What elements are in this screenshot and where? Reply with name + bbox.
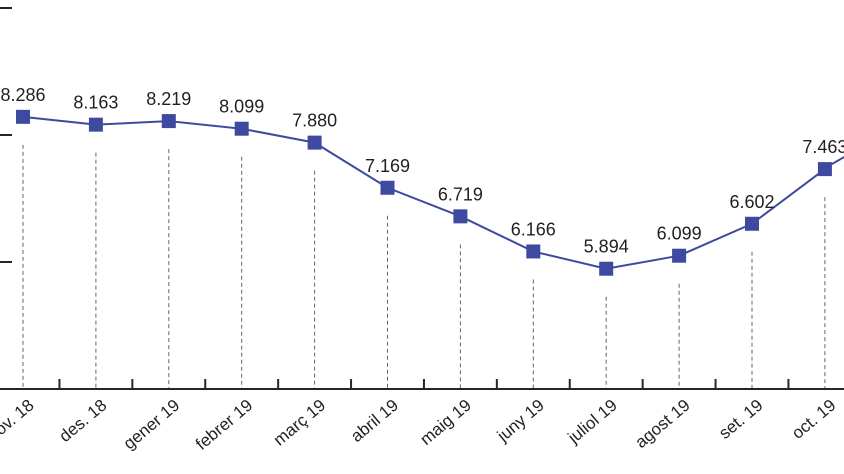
data-point-marker [234, 121, 249, 136]
data-label: 8.163 [73, 93, 118, 113]
markers [16, 109, 832, 276]
data-point-marker [88, 117, 103, 132]
x-axis-ticks [58, 379, 790, 389]
x-tick-label: juliol 19 [564, 396, 621, 448]
x-tick-label: gener 19 [120, 396, 184, 454]
x-tick-label: abril 19 [347, 396, 402, 446]
series-line [22, 115, 826, 270]
x-tick-label: maig 19 [416, 396, 475, 449]
data-point-marker [16, 109, 30, 124]
data-point-marker [161, 114, 176, 129]
x-tick-label: febrer 19 [192, 396, 256, 454]
x-tick-label: agost 19 [631, 396, 693, 452]
data-point-marker [599, 261, 614, 276]
data-label: 6.099 [657, 224, 702, 244]
data-point-marker [453, 209, 468, 224]
data-point-marker [307, 135, 322, 150]
x-tick-label: març 19 [270, 396, 329, 450]
data-label: 6.166 [511, 219, 556, 239]
x-tick-label: set. 19 [715, 396, 766, 443]
data-point-marker [672, 248, 687, 263]
x-tick-labels: nov. 18 des. 18 gener 19 febrer 19 març 19 ab… [0, 396, 839, 454]
x-tick-label: oct. 19 [788, 396, 839, 443]
data-label: 6.719 [438, 184, 483, 204]
data-label: 7.169 [365, 156, 410, 176]
x-tick-label: juny 19 [493, 396, 548, 446]
drop-lines [22, 144, 826, 389]
data-point-marker [380, 180, 395, 195]
data-label: 8.219 [146, 89, 191, 109]
data-label: 7.463 [802, 137, 844, 157]
x-tick-label: des. 18 [56, 396, 111, 446]
x-tick-label: nov. 18 [0, 396, 38, 446]
data-point-marker [526, 244, 541, 259]
data-point-marker [817, 162, 832, 177]
data-label: 6.602 [729, 192, 774, 212]
data-label: 5.894 [584, 237, 629, 257]
data-labels: 8.286 8.163 8.219 8.099 7.880 7.169 6.719 6.166… [0, 85, 844, 257]
data-label: 7.880 [292, 111, 337, 131]
data-point-marker [745, 216, 759, 231]
y-axis-ticks [0, 7, 12, 263]
data-label: 8.286 [0, 85, 45, 105]
data-label: 8.099 [219, 97, 264, 117]
